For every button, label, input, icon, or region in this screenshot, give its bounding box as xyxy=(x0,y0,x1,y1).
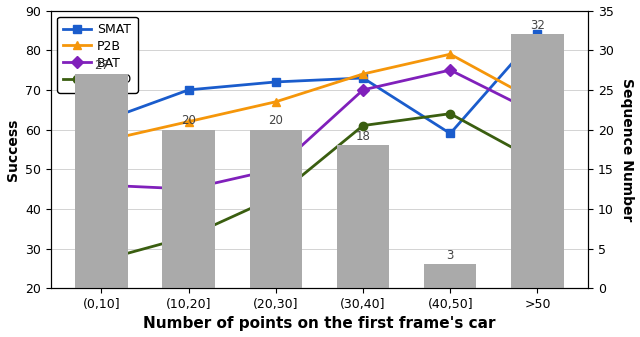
SC3D xyxy=(185,235,193,239)
SMAT xyxy=(446,131,454,135)
Bar xyxy=(163,129,215,288)
Bar xyxy=(424,264,476,288)
BAT xyxy=(359,88,367,92)
BAT xyxy=(185,187,193,191)
Text: 27: 27 xyxy=(94,59,109,72)
Text: 3: 3 xyxy=(447,249,454,262)
P2B xyxy=(185,120,193,124)
Legend: SMAT, P2B, BAT, SC3D: SMAT, P2B, BAT, SC3D xyxy=(57,17,138,93)
Bar xyxy=(511,34,564,288)
BAT xyxy=(534,112,541,116)
SMAT xyxy=(534,32,541,36)
SC3D xyxy=(272,195,280,199)
Text: 32: 32 xyxy=(530,19,545,32)
Text: 20: 20 xyxy=(268,114,284,127)
Y-axis label: Success: Success xyxy=(6,118,20,181)
SC3D xyxy=(534,159,541,163)
X-axis label: Number of points on the first frame's car: Number of points on the first frame's ca… xyxy=(143,316,495,332)
SC3D xyxy=(97,258,105,263)
Bar xyxy=(250,129,302,288)
SMAT xyxy=(359,76,367,80)
Text: 20: 20 xyxy=(181,114,196,127)
Line: P2B: P2B xyxy=(97,50,541,146)
SMAT xyxy=(185,88,193,92)
Y-axis label: Sequence Number: Sequence Number xyxy=(620,78,634,221)
SMAT xyxy=(272,80,280,84)
BAT xyxy=(272,167,280,171)
P2B xyxy=(534,100,541,104)
SC3D xyxy=(446,112,454,116)
P2B xyxy=(359,72,367,76)
SMAT xyxy=(97,120,105,124)
Text: 18: 18 xyxy=(356,130,371,143)
Line: SMAT: SMAT xyxy=(97,30,541,137)
BAT xyxy=(446,68,454,72)
P2B xyxy=(272,100,280,104)
Bar xyxy=(337,145,389,288)
Bar xyxy=(76,74,127,288)
P2B xyxy=(446,52,454,56)
BAT xyxy=(97,183,105,187)
P2B xyxy=(97,140,105,144)
Line: BAT: BAT xyxy=(97,66,541,193)
Line: SC3D: SC3D xyxy=(97,110,541,265)
SC3D xyxy=(359,124,367,128)
